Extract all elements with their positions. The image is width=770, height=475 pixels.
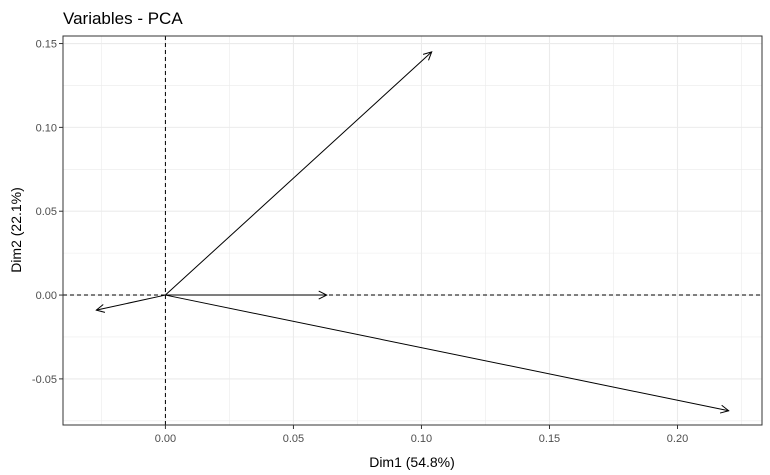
variable-vector-3 — [165, 294, 728, 411]
variable-vector-1 — [165, 52, 431, 296]
y-tick-label: 0.15 — [36, 39, 57, 51]
x-axis-ticks: 0.00 0.05 0.10 0.15 0.20 — [155, 425, 688, 445]
y-axis-ticks: -0.05 0.00 0.05 0.10 0.15 — [32, 39, 63, 386]
chart-title: Variables - PCA — [63, 9, 183, 28]
x-tick-label: 0.00 — [155, 433, 176, 445]
y-tick-label: 0.05 — [36, 206, 57, 218]
variable-vectors — [96, 52, 728, 411]
y-tick-label: 0.10 — [36, 122, 57, 134]
reference-lines — [63, 36, 762, 425]
x-tick-label: 0.05 — [283, 433, 304, 445]
grid — [63, 36, 762, 425]
y-axis-label: Dim2 (22.1%) — [8, 187, 24, 273]
x-tick-label: 0.10 — [411, 433, 432, 445]
y-tick-label: 0.00 — [36, 290, 57, 302]
x-axis-label: Dim1 (54.8%) — [369, 454, 455, 470]
panel-border — [62, 35, 763, 426]
y-tick-label: -0.05 — [32, 374, 57, 386]
x-tick-label: 0.15 — [539, 433, 560, 445]
x-tick-label: 0.20 — [667, 433, 688, 445]
variable-vector-4 — [96, 294, 166, 310]
